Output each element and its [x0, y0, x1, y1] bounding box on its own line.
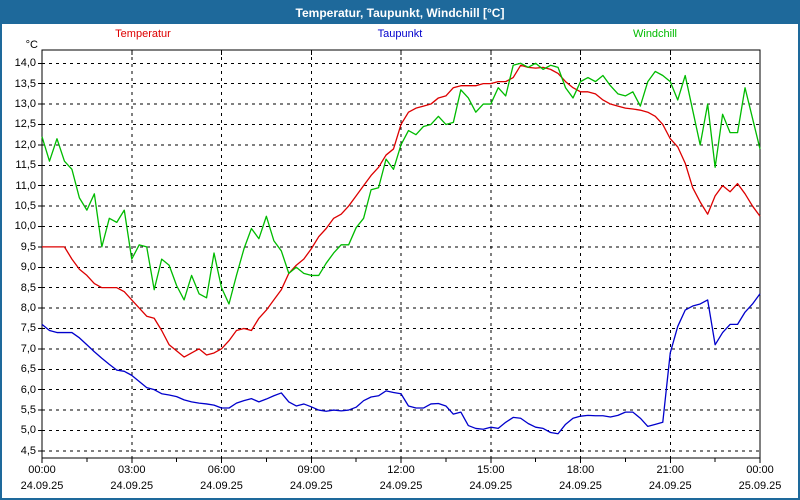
title-bar: Temperatur, Taupunkt, Windchill [°C] — [2, 2, 798, 24]
x-axis-date-label: 25.09.25 — [738, 480, 782, 492]
legend-windchill: Windchill — [632, 28, 678, 40]
legend-temperatur: Temperatur — [115, 28, 171, 40]
y-axis-tick-label: 8,5 — [20, 281, 36, 294]
chart-title: Temperatur, Taupunkt, Windchill [°C] — [295, 6, 505, 20]
y-axis-tick-label: 12,0 — [14, 138, 36, 151]
y-axis-tick-label: 9,0 — [20, 261, 36, 274]
y-axis-tick-label: 10,5 — [14, 200, 36, 213]
y-axis-tick-label: 7,0 — [20, 342, 36, 355]
x-axis-time-label: 06:00 — [207, 464, 236, 476]
x-axis-time-label: 09:00 — [297, 464, 326, 476]
legend-taupunkt: Taupunkt — [377, 28, 423, 40]
y-axis-tick-label: 6,0 — [20, 383, 36, 396]
y-axis-tick-label: 5,0 — [20, 424, 36, 437]
x-axis-time-label: 12:00 — [387, 464, 415, 476]
y-axis-tick-label: 9,5 — [20, 240, 36, 253]
y-axis-unit-label: °C — [25, 39, 38, 51]
x-axis-date-label: 24.09.25 — [289, 480, 333, 492]
x-axis-time-label: 03:00 — [117, 464, 146, 476]
x-axis-date-label: 24.09.25 — [469, 480, 513, 492]
y-axis-tick-label: 6,5 — [20, 363, 36, 376]
x-axis-date-label: 24.09.25 — [110, 480, 154, 492]
y-axis-tick-label: 12,5 — [14, 118, 36, 131]
x-axis-time-label: 18:00 — [566, 464, 595, 476]
x-axis-date-label: 24.09.25 — [200, 480, 243, 492]
y-axis-tick-label: 10,0 — [14, 220, 36, 233]
series-taupunkt — [41, 293, 761, 435]
y-axis-tick-label: 11,0 — [15, 179, 36, 192]
x-axis-date-label: 24.09.25 — [20, 480, 64, 492]
x-axis-date-label: 24.09.25 — [648, 480, 692, 492]
y-axis-tick-label: 7,5 — [20, 322, 36, 335]
y-axis-tick-label: 5,5 — [20, 404, 36, 417]
y-axis-tick-label: 11,5 — [15, 159, 36, 172]
y-axis-tick-label: 4,5 — [20, 444, 36, 457]
x-axis-date-label: 24.09.25 — [379, 480, 423, 492]
x-axis-time-label: 00:00 — [746, 464, 774, 476]
y-axis-tick-label: 14,0 — [14, 57, 36, 70]
y-axis-tick-label: 13,0 — [14, 98, 36, 111]
x-axis-time-label: 15:00 — [476, 464, 505, 476]
y-axis-tick-label: 13,5 — [14, 77, 36, 90]
series-windchill — [41, 62, 761, 305]
series-temperatur — [42, 64, 761, 358]
x-axis-time-label: 00:00 — [28, 464, 56, 476]
x-axis-time-label: 21:00 — [656, 464, 685, 476]
y-axis-tick-label: 8,0 — [20, 302, 36, 315]
x-axis-date-label: 24.09.25 — [559, 480, 602, 492]
